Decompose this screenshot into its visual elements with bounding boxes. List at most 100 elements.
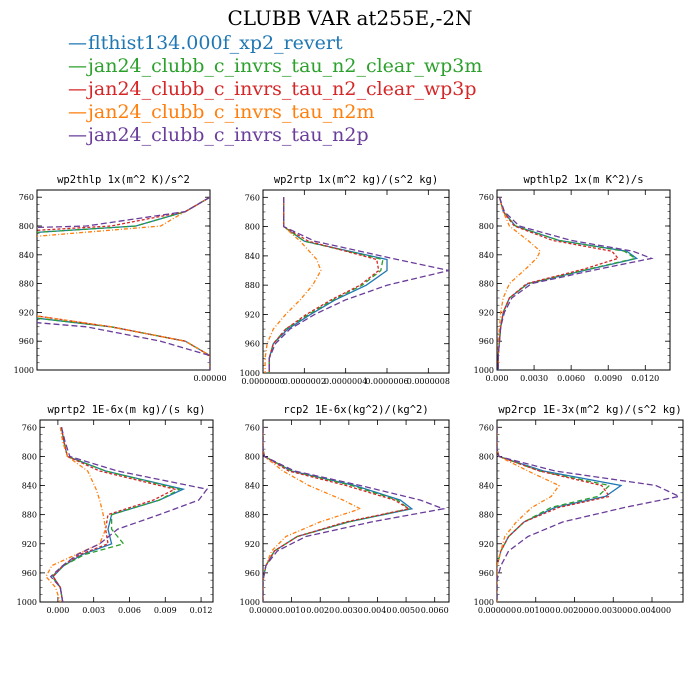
y-tick-label: 920	[245, 310, 260, 319]
series-line	[37, 196, 210, 370]
series-line	[37, 196, 210, 370]
y-tick-label: 1000	[240, 369, 260, 378]
x-tick-label: 0.00000	[193, 374, 226, 383]
y-tick-label: 760	[245, 423, 260, 432]
y-tick-label: 960	[245, 569, 260, 578]
y-tick-label: 760	[19, 193, 34, 202]
y-tick-label: 840	[479, 482, 494, 491]
legend-swatch: —	[68, 78, 87, 100]
x-tick-label: 0.002000	[555, 606, 593, 615]
x-tick-label: 0.004000	[633, 606, 671, 615]
chart-panel: wp2rtp 1x(m^2 kg)/(s^2 kg) 760 800 840 880 92…	[240, 174, 450, 386]
y-tick-label: 840	[22, 482, 37, 491]
series-line	[497, 427, 611, 602]
y-tick-label: 800	[245, 223, 260, 232]
y-tick-label: 880	[479, 280, 494, 289]
series-line	[497, 427, 560, 602]
series-line	[52, 427, 177, 602]
legend-entry: —flthist134.000f_xp2_revert	[68, 32, 482, 55]
y-tick-label: 760	[22, 423, 37, 432]
x-tick-label: 0.0000004	[324, 377, 367, 386]
legend-label: flthist134.000f_xp2_revert	[88, 32, 343, 54]
y-tick-label: 1000	[14, 366, 34, 375]
x-tick-label: 0.0060	[557, 374, 585, 383]
legend-entry: —jan24_clubb_c_invrs_tau_n2m	[68, 101, 482, 124]
y-tick-label: 1000	[240, 598, 260, 607]
legend-swatch: —	[68, 55, 87, 77]
x-tick-label: 0.0000	[249, 606, 277, 615]
y-tick-label: 960	[245, 340, 260, 349]
y-tick-label: 880	[245, 281, 260, 290]
x-tick-label: 0.0040	[363, 606, 391, 615]
x-tick-label: 0.0030	[520, 374, 548, 383]
y-tick-label: 840	[245, 252, 260, 261]
series-line	[497, 196, 654, 370]
legend-swatch: —	[68, 101, 87, 123]
plot-frame	[496, 419, 684, 603]
legend-label: jan24_clubb_c_invrs_tau_n2_clear_wp3m	[88, 55, 483, 77]
x-tick-label: 0.003	[82, 606, 105, 615]
y-tick-label: 1000	[474, 598, 494, 607]
x-tick-label: 0.0000006	[365, 377, 408, 386]
x-tick-label: 0.000	[46, 606, 69, 615]
y-tick-label: 800	[19, 222, 34, 231]
legend-label: jan24_clubb_c_invrs_tau_n2p	[88, 124, 369, 146]
x-tick-label: 0.0000008	[407, 377, 450, 386]
legend-swatch: —	[68, 32, 87, 54]
series-line	[49, 427, 209, 602]
series-line	[263, 427, 411, 602]
y-tick-label: 840	[245, 482, 260, 491]
y-tick-label: 760	[245, 193, 260, 202]
figure-title: CLUBB VAR at255E,-2N	[227, 6, 473, 30]
y-tick-label: 800	[22, 452, 37, 461]
y-tick-label: 1000	[17, 598, 37, 607]
x-tick-label: 0.0030	[335, 606, 363, 615]
legend-label: jan24_clubb_c_invrs_tau_n2m	[88, 101, 375, 123]
series-line	[264, 197, 322, 373]
series-line	[497, 427, 682, 602]
panel-title: wprtp2 1E-6x(m kg)/(s kg)	[47, 404, 205, 416]
chart-panel: wp2rcp 1E-3x(m^2 kg)/(s^2 kg) 760 800 840 88…	[474, 404, 684, 615]
chart-panel: wprtp2 1E-6x(m kg)/(s kg) 760 800 840 880 920…	[17, 404, 214, 615]
series-line	[497, 427, 623, 602]
series-line	[263, 427, 446, 602]
y-tick-label: 920	[22, 540, 37, 549]
series-line	[263, 427, 414, 602]
series-line	[497, 197, 542, 370]
y-tick-label: 880	[22, 511, 37, 520]
series-line	[497, 197, 638, 370]
y-tick-label: 960	[19, 337, 34, 346]
y-tick-label: 1000	[474, 366, 494, 375]
y-tick-label: 800	[479, 222, 494, 231]
series-line	[52, 427, 186, 602]
y-tick-label: 920	[479, 540, 494, 549]
x-tick-label: 0.003000	[594, 606, 632, 615]
chart-panel: rcp2 1E-6x(kg^2)/(kg^2) 760 800 840 880 920 96…	[240, 404, 450, 615]
panel-title: wp2thlp 1x(m^2 K)/s^2	[57, 174, 190, 186]
plot-frame	[262, 419, 450, 603]
x-tick-label: 0.000000	[478, 606, 516, 615]
plot-frame	[262, 189, 450, 374]
panel-title: rcp2 1E-6x(kg^2)/(kg^2)	[283, 404, 428, 416]
x-tick-label: 0.001000	[517, 606, 555, 615]
plot-frame	[39, 419, 214, 603]
y-tick-label: 760	[479, 193, 494, 202]
y-tick-label: 760	[479, 423, 494, 432]
y-tick-label: 960	[479, 337, 494, 346]
series-line	[263, 427, 411, 602]
y-tick-label: 880	[19, 280, 34, 289]
legend-entry: —jan24_clubb_c_invrs_tau_n2_clear_wp3m	[68, 55, 482, 78]
y-tick-label: 880	[479, 511, 494, 520]
x-tick-label: 0.009	[154, 606, 177, 615]
x-tick-label: 0.012	[190, 606, 213, 615]
x-tick-label: 0.0090	[594, 374, 622, 383]
y-tick-label: 840	[19, 251, 34, 260]
panel-title: wp2rtp 1x(m^2 kg)/(s^2 kg)	[274, 174, 438, 186]
x-tick-label: 0.0020	[306, 606, 334, 615]
panel-title: wp2rcp 1E-3x(m^2 kg)/(s^2 kg)	[498, 404, 681, 416]
chart-panel: wpthlp2 1x(m K^2)/s 760 800 840 880 920 960 100…	[474, 174, 671, 383]
legend-entry: —jan24_clubb_c_invrs_tau_n2p	[68, 124, 482, 147]
x-tick-label: 0.0000002	[283, 377, 326, 386]
y-tick-label: 920	[479, 308, 494, 317]
